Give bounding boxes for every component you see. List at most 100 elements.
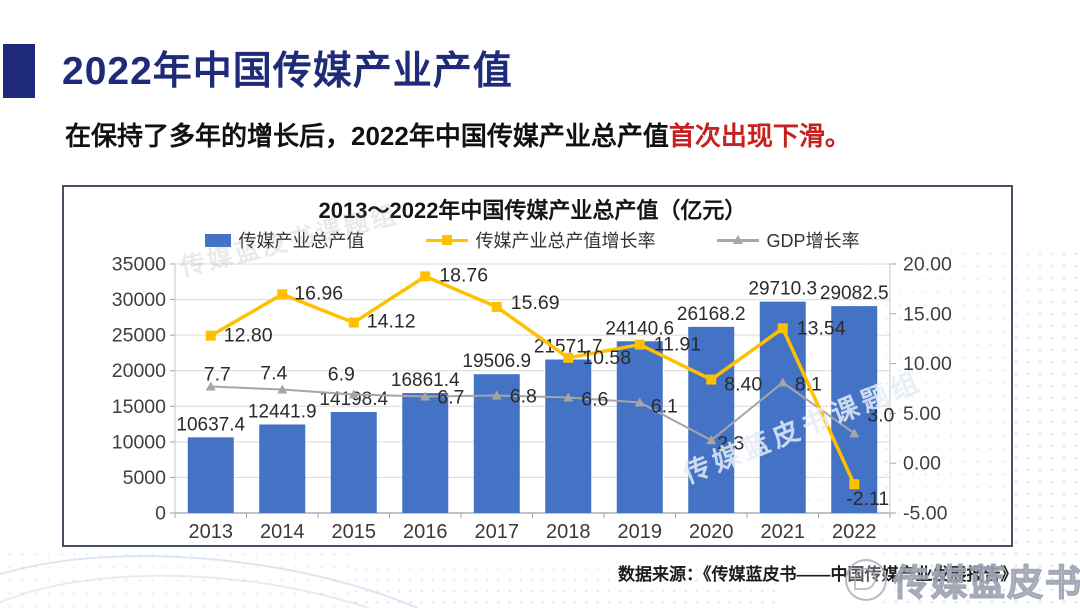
square-marker xyxy=(777,323,788,334)
line-value-label: 16.96 xyxy=(294,282,343,304)
square-marker xyxy=(849,479,860,490)
legend-item-gdp-growth: GDP增长率 xyxy=(717,227,860,253)
bar-value-label: 16861.4 xyxy=(391,370,460,391)
title-accent-square xyxy=(3,44,35,98)
x-axis-label: 2017 xyxy=(475,521,520,543)
line-value-label: 6.1 xyxy=(651,395,678,417)
line-value-label: 2.3 xyxy=(717,432,744,454)
x-axis-label: 2015 xyxy=(332,521,377,543)
bar xyxy=(688,326,735,513)
right-axis-label: 0.00 xyxy=(903,453,941,475)
line-value-label: 7.7 xyxy=(204,364,231,386)
triangle-marker xyxy=(634,397,645,407)
right-axis-label: 5.00 xyxy=(903,403,941,425)
bar-value-label: 21571.7 xyxy=(534,337,603,358)
subtitle-highlight: 首次出现下滑。 xyxy=(668,121,851,151)
triangle-marker xyxy=(420,391,431,401)
bar-value-label: 12441.9 xyxy=(248,401,317,422)
right-axis-label: -5.00 xyxy=(903,503,948,525)
triangle-marker xyxy=(277,384,288,394)
line-value-label: 11.91 xyxy=(654,334,701,356)
yellow-square-marker xyxy=(442,235,453,245)
background-arc-2 xyxy=(0,549,515,608)
bar xyxy=(259,424,306,513)
chart-title: 2013～2022年中国传媒产业总产值（亿元） xyxy=(318,198,747,223)
line-square-marker-icon xyxy=(426,234,469,246)
line-value-label: -2.11 xyxy=(846,488,889,510)
line-value-label: 7.4 xyxy=(260,362,287,384)
legend-item-growth-rate: 传媒产业总产值增长率 xyxy=(426,227,655,253)
subtitle: 在保持了多年的增长后，2022年中国传媒产业总产值首次出现下滑。 xyxy=(65,116,851,153)
square-marker xyxy=(348,317,359,328)
line-value-label: 6.6 xyxy=(581,388,608,410)
triangle-marker xyxy=(706,435,717,445)
bar-value-label: 26168.2 xyxy=(677,304,746,325)
left-axis-label: 30000 xyxy=(112,289,166,311)
square-marker xyxy=(277,289,288,300)
bar-value-label: 19506.9 xyxy=(462,351,531,372)
square-marker xyxy=(706,374,717,385)
chart-panel: 2013～2022年中国传媒产业总产值（亿元） 传媒产业总产值 传媒产业总产值增… xyxy=(62,185,1013,547)
line-value-label: 3.0 xyxy=(867,404,894,426)
x-axis-label: 2013 xyxy=(189,521,234,543)
line-value-label: 6.7 xyxy=(437,386,464,408)
bar xyxy=(187,437,234,513)
square-marker xyxy=(563,352,574,363)
line-value-label: 6.9 xyxy=(328,363,355,385)
x-axis-label: 2018 xyxy=(546,521,591,543)
right-axis-label: 20.00 xyxy=(903,254,952,276)
legend-label-gdp-growth: GDP增长率 xyxy=(766,231,860,251)
bar-series-swatch-icon xyxy=(205,233,232,247)
combo-chart: 35000 30000 25000 20000 15000 10000 5000 0 20.00… xyxy=(112,254,952,544)
line-value-label: 13.54 xyxy=(797,317,846,339)
bar xyxy=(402,393,449,513)
left-axis-label: 35000 xyxy=(112,254,166,276)
triangle-marker xyxy=(563,392,574,402)
square-marker xyxy=(634,339,645,350)
legend-label-total-output: 传媒产业总产值 xyxy=(238,231,365,251)
bar xyxy=(831,306,878,513)
line-value-label: 14.12 xyxy=(367,311,416,333)
bar-value-label: 29082.5 xyxy=(820,283,889,304)
x-axis-label: 2022 xyxy=(832,521,877,543)
bar-value-label: 10637.4 xyxy=(176,414,245,435)
legend-item-total-output: 传媒产业总产值 xyxy=(205,227,364,253)
line-triangle xyxy=(209,381,856,442)
x-axis-label: 2016 xyxy=(403,521,448,543)
square-marker xyxy=(491,301,502,312)
triangle-marker xyxy=(849,428,860,438)
triangle-marker xyxy=(777,377,788,387)
left-axis-label: 15000 xyxy=(112,396,166,418)
right-axis-label: 15.00 xyxy=(903,303,952,325)
bar xyxy=(759,301,806,513)
left-axis-label: 20000 xyxy=(112,360,166,382)
bar xyxy=(545,359,592,513)
triangle-marker xyxy=(205,381,216,391)
data-source-text: 数据来源：《传媒蓝皮书——中国传媒产业发展报告》 xyxy=(618,565,1018,584)
page-title: 2022年中国传媒产业产值 xyxy=(62,50,513,93)
bar-value-label: 29710.3 xyxy=(748,279,817,300)
left-axis-label: 0 xyxy=(155,503,166,525)
x-axis-label: 2020 xyxy=(689,521,734,543)
left-axis-label: 5000 xyxy=(123,467,167,489)
left-axis-label: 25000 xyxy=(112,325,166,347)
x-axis-label: 2021 xyxy=(761,521,806,543)
square-marker xyxy=(205,330,216,341)
square-marker xyxy=(420,271,431,282)
x-axis-label: 2019 xyxy=(618,521,663,543)
line-value-label: 15.69 xyxy=(511,292,560,314)
line-value-label: 18.76 xyxy=(439,264,488,286)
bar xyxy=(616,341,663,513)
line-square xyxy=(209,274,856,486)
background-arc-mint xyxy=(1009,369,1080,547)
line-value-label: 12.80 xyxy=(224,325,273,347)
legend-label-growth-rate: 传媒产业总产值增长率 xyxy=(475,231,656,251)
bar-value-label: 24140.6 xyxy=(605,318,674,339)
triangle-marker xyxy=(491,390,502,400)
chart-legend: 传媒产业总产值 传媒产业总产值增长率 GDP增长率 xyxy=(175,227,890,253)
triangle-marker xyxy=(348,389,359,399)
left-axis-label: 10000 xyxy=(112,431,166,453)
line-value-label: 6.8 xyxy=(510,385,537,407)
x-axis-label: 2014 xyxy=(260,521,305,543)
